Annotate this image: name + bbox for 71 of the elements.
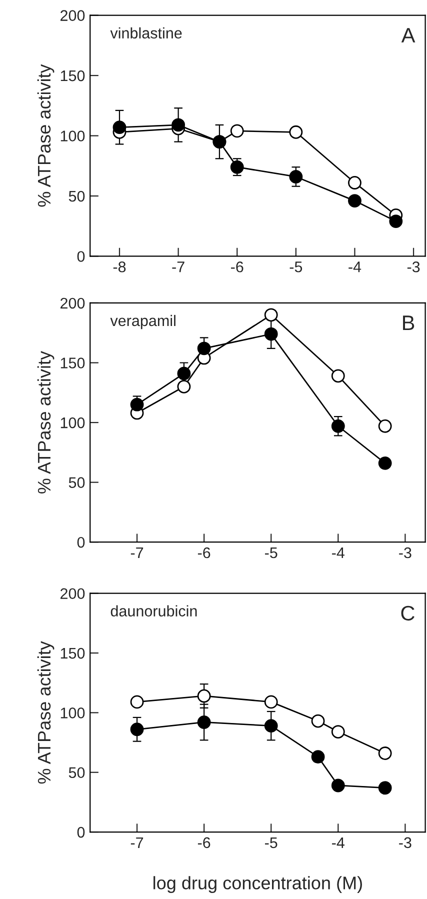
x-tick-label: -6 (198, 547, 210, 558)
point (230, 124, 244, 138)
point (197, 689, 211, 703)
point (311, 750, 325, 764)
point (348, 176, 362, 190)
annotation: daunorubicin (110, 605, 197, 616)
point (264, 308, 278, 322)
x-tick-label: -7 (130, 837, 144, 848)
y-tick-label: 150 (60, 648, 85, 659)
point (331, 369, 345, 383)
point (331, 725, 345, 738)
y-tick-label: 200 (60, 10, 85, 21)
x-tick-label: -4 (332, 548, 344, 558)
x-tick-label: -3 (407, 261, 420, 272)
point (389, 214, 403, 228)
x-tick-label: -3 (399, 837, 412, 848)
annotation: A (401, 28, 416, 42)
point (230, 160, 244, 174)
point (331, 778, 345, 792)
y-tick-label: 50 (68, 477, 85, 488)
y-tick-label: 50 (68, 190, 85, 202)
y-tick-label: 200 (60, 298, 85, 309)
y-tick-label: 150 (60, 70, 85, 82)
point (378, 419, 392, 433)
point (289, 125, 303, 139)
point (130, 722, 144, 736)
y-axis-title: % ATPase activity (37, 641, 54, 784)
x-tick-label: -4 (348, 262, 362, 272)
y-tick-label: 150 (60, 358, 85, 368)
y-tick-label: 100 (60, 417, 85, 428)
point (348, 194, 362, 208)
annotation: B (403, 316, 414, 330)
point (197, 342, 211, 356)
y-tick-label: 0 (77, 536, 85, 548)
y-axis-title: % ATPase activity (37, 64, 54, 207)
x-tick-label: -3 (399, 547, 412, 558)
point (378, 781, 392, 795)
x-tick-label: -7 (130, 548, 144, 558)
point (264, 695, 278, 709)
x-tick-label: -5 (290, 262, 302, 272)
x-tick-label: -6 (198, 837, 210, 848)
point (177, 380, 191, 394)
y-tick-label: 200 (60, 588, 85, 600)
x-tick-label: -6 (231, 261, 244, 272)
y-tick-label: 50 (68, 767, 85, 778)
x-tick-label: -5 (264, 837, 278, 848)
point (331, 419, 345, 433)
y-axis-title: % ATPase activity (37, 350, 54, 494)
annotation: verapamil (110, 314, 176, 330)
x-tick-label: -5 (264, 548, 278, 558)
y-tick-label: 0 (77, 826, 85, 838)
point (177, 366, 191, 380)
x-tick-label: -8 (113, 261, 126, 272)
point (378, 456, 392, 470)
point (172, 118, 186, 132)
point (197, 716, 211, 729)
annotation: vinblastine (110, 27, 182, 39)
y-tick-label: 100 (60, 708, 85, 718)
y-tick-label: 0 (77, 251, 85, 262)
point (378, 746, 392, 760)
x-axis-title: log drug concentration (M) (154, 876, 362, 893)
annotation: C (401, 606, 414, 621)
point (112, 120, 126, 134)
x-tick-label: -4 (332, 837, 344, 848)
point (289, 170, 303, 184)
point (311, 714, 325, 728)
point (130, 695, 144, 709)
point (264, 327, 278, 341)
point (264, 719, 278, 733)
x-tick-label: -7 (172, 262, 184, 272)
y-tick-label: 100 (60, 130, 85, 142)
